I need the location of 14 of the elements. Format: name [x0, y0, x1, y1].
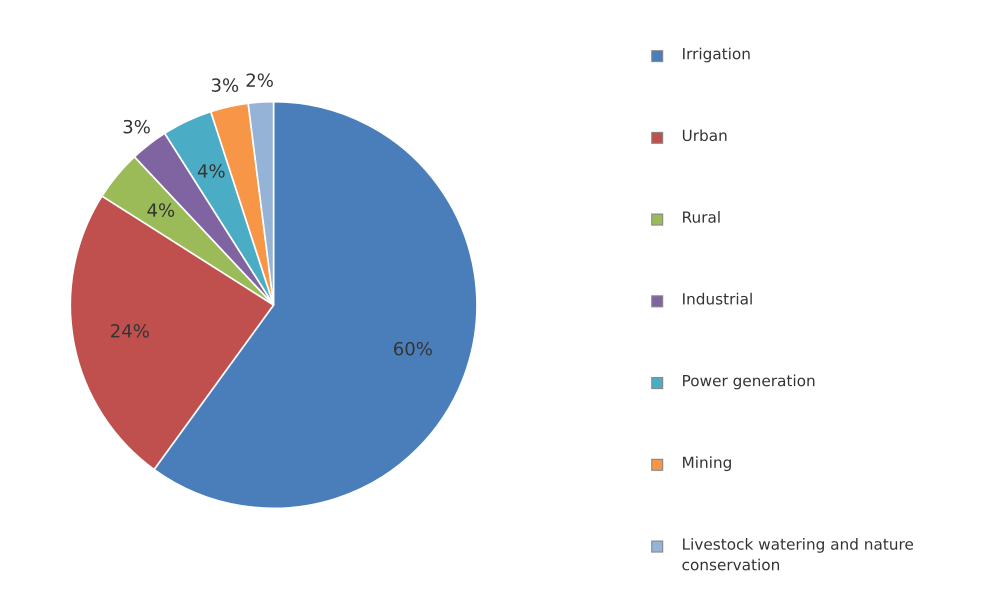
legend-label: Urban	[682, 129, 726, 142]
data-label: 2%	[246, 73, 273, 88]
legend-label: Power generation	[683, 374, 814, 390]
data-label: 4%	[147, 203, 174, 217]
legend-label: Irrigation	[683, 48, 750, 62]
legend-label: Mining	[683, 456, 731, 472]
data-label: 3%	[124, 120, 150, 134]
legend-label: Livestock watering and nature conservation	[682, 538, 914, 570]
data-label: 4%	[198, 164, 225, 178]
data-label: 60%	[394, 342, 432, 356]
legend-label: Rural	[683, 211, 720, 223]
data-label: 3%	[212, 78, 238, 92]
legend-label: Industrial	[683, 292, 752, 305]
data-label: 24%	[111, 324, 149, 338]
